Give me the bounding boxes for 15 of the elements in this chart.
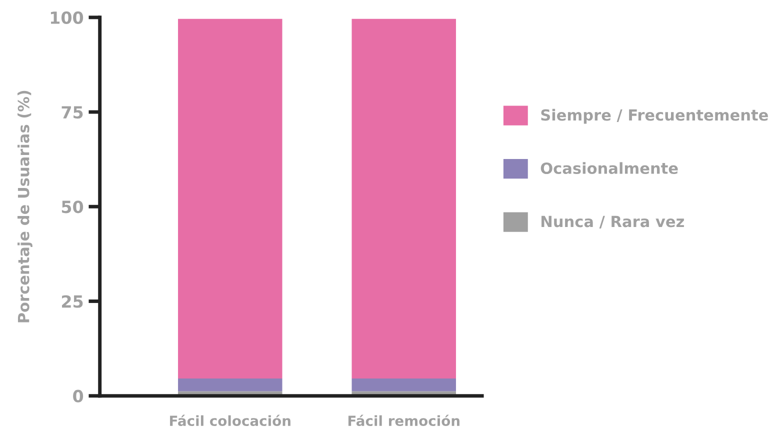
y-tick-label: 100 — [50, 11, 84, 24]
bar — [352, 18, 456, 378]
legend-label: Ocasionalmente — [540, 162, 678, 174]
y-tick-label: 0 — [73, 390, 84, 402]
y-tick-label: 25 — [62, 295, 83, 308]
bar — [352, 378, 456, 392]
legend-label: Siempre / Frecuentemente — [541, 108, 768, 124]
y-axis-title: Porcentaje de Usuarias (%) — [18, 90, 32, 322]
y-tick-label: 50 — [62, 200, 84, 214]
legend-label: Nunca / Rara vez — [542, 216, 684, 228]
bar — [178, 18, 282, 378]
bar — [178, 378, 282, 392]
x-tick-label: Fácil remoción — [348, 414, 460, 426]
y-tick-label: 75 — [62, 106, 83, 119]
x-tick-label: Fácil colocación — [170, 414, 290, 426]
